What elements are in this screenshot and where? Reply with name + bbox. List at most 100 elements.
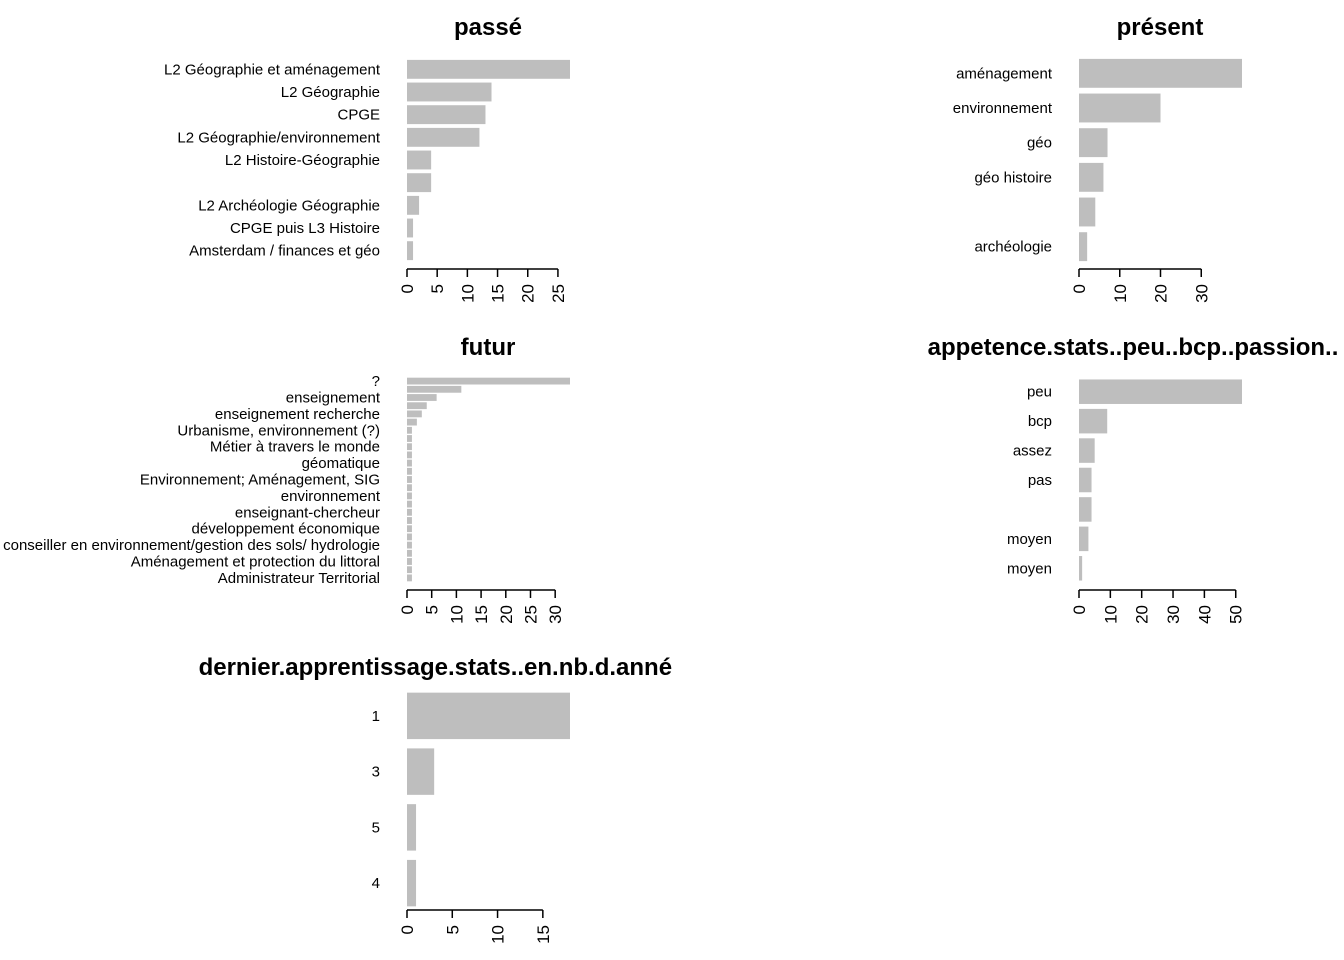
bar-2-15 — [407, 500, 412, 508]
bar-4-2 — [407, 804, 417, 851]
x-tick-label-0-5: 25 — [549, 284, 568, 303]
bar-2-17 — [407, 517, 412, 524]
chart-title-4: dernier.apprentissage.stats..en.nb.d.ann… — [199, 654, 706, 681]
bar-2-12 — [407, 476, 412, 483]
bar-0-2 — [407, 105, 486, 125]
category-label-2-10: géomatique — [302, 455, 380, 472]
category-label-2-18: développement économique — [192, 521, 380, 538]
bar-3-0 — [1079, 379, 1242, 404]
category-label-3-0: peu — [1027, 384, 1052, 401]
bar-2-1 — [407, 385, 462, 393]
x-tick-label-4-2: 10 — [489, 925, 508, 944]
category-label-1-5: archéologie — [974, 239, 1052, 256]
bar-2-4 — [407, 410, 422, 418]
bar-2-3 — [407, 402, 427, 410]
bar-0-3 — [407, 127, 480, 147]
x-tick-label-2-0: 0 — [398, 605, 417, 614]
bar-0-6 — [407, 195, 420, 215]
category-label-3-1: bcp — [1028, 413, 1052, 430]
bar-3-2 — [1079, 438, 1095, 463]
x-tick-label-3-4: 40 — [1195, 605, 1214, 624]
category-label-0-3: L2 Géographie/environnement — [177, 129, 380, 146]
category-label-0-4: L2 Histoire-Géographie — [225, 152, 380, 169]
x-tick-label-3-2: 20 — [1133, 605, 1152, 624]
category-label-2-2: enseignement — [286, 390, 381, 407]
bar-4-1 — [407, 748, 435, 795]
bar-2-2 — [407, 394, 437, 401]
bar-2-16 — [407, 508, 412, 516]
bar-0-4 — [407, 150, 432, 170]
bar-2-22 — [407, 558, 412, 565]
category-label-3-2: assez — [1013, 443, 1052, 460]
x-tick-label-2-2: 10 — [447, 605, 466, 624]
category-label-1-3: géo histoire — [974, 169, 1052, 186]
x-tick-label-0-3: 15 — [489, 284, 508, 303]
bar-2-8 — [407, 443, 412, 451]
category-label-0-0: L2 Géographie et aménagement — [164, 61, 381, 78]
bar-1-3 — [1079, 162, 1104, 192]
bar-3-4 — [1079, 497, 1092, 522]
bar-3-1 — [1079, 408, 1108, 434]
bar-2-0 — [407, 377, 570, 385]
bar-2-9 — [407, 451, 412, 459]
x-tick-label-2-1: 5 — [423, 605, 442, 614]
category-label-2-14: environnement — [281, 488, 381, 505]
bar-2-10 — [407, 459, 412, 467]
bar-3-6 — [1079, 556, 1083, 581]
x-tick-label-4-0: 0 — [398, 925, 417, 934]
x-tick-label-3-5: 50 — [1227, 605, 1246, 624]
bar-0-5 — [407, 173, 432, 193]
x-tick-label-2-3: 15 — [472, 605, 491, 624]
bar-2-23 — [407, 566, 412, 574]
category-label-1-2: géo — [1027, 135, 1052, 152]
x-tick-label-0-2: 10 — [458, 284, 477, 303]
bar-0-1 — [407, 82, 492, 102]
category-label-2-20: conseiller en environnement/gestion des … — [3, 537, 380, 554]
bar-1-2 — [1079, 128, 1108, 158]
chart-title-1: présent — [1117, 14, 1204, 41]
bar-0-8 — [407, 241, 414, 261]
bar-2-14 — [407, 492, 412, 500]
bar-0-0 — [407, 59, 570, 79]
x-tick-label-3-3: 30 — [1164, 605, 1183, 624]
category-label-3-5: moyen — [1007, 531, 1052, 548]
category-label-2-6: Urbanisme, environnement (?) — [177, 422, 380, 439]
category-label-2-0: ? — [372, 373, 380, 390]
x-tick-label-4-1: 5 — [443, 925, 462, 934]
x-tick-label-1-2: 20 — [1152, 284, 1171, 303]
category-label-1-1: environnement — [953, 100, 1053, 117]
category-label-0-7: CPGE puis L3 Histoire — [230, 220, 380, 237]
x-tick-label-0-4: 20 — [519, 284, 538, 303]
bar-2-7 — [407, 435, 412, 442]
bar-2-20 — [407, 541, 412, 549]
bar-1-4 — [1079, 197, 1096, 227]
chart-title-0: passé — [454, 14, 522, 41]
x-tick-label-2-6: 30 — [546, 605, 565, 624]
x-tick-label-2-4: 20 — [497, 605, 516, 624]
category-label-3-3: pas — [1028, 472, 1052, 489]
bar-2-19 — [407, 533, 412, 541]
bar-2-13 — [407, 484, 412, 492]
bar-1-0 — [1079, 58, 1242, 88]
bar-2-18 — [407, 525, 412, 533]
category-label-3-6: moyen — [1007, 560, 1052, 577]
category-label-0-2: CPGE — [337, 107, 380, 124]
bar-2-21 — [407, 549, 412, 557]
category-label-2-4: enseignement recherche — [215, 406, 380, 423]
bar-1-1 — [1079, 93, 1161, 123]
category-label-2-24: Administrateur Territorial — [218, 570, 380, 587]
category-label-4-0: 1 — [372, 708, 380, 725]
category-label-2-12: Environnement; Aménagement, SIG — [140, 472, 380, 489]
bar-2-24 — [407, 574, 412, 582]
x-tick-label-1-3: 30 — [1192, 284, 1211, 303]
bar-1-5 — [1079, 232, 1088, 262]
bar-3-3 — [1079, 467, 1092, 493]
category-label-4-3: 4 — [372, 875, 380, 892]
x-tick-label-0-0: 0 — [398, 284, 417, 293]
bar-2-5 — [407, 418, 417, 426]
category-label-0-6: L2 Archéologie Géographie — [198, 197, 380, 214]
bar-0-7 — [407, 218, 414, 238]
x-tick-label-4-3: 15 — [534, 925, 553, 944]
x-tick-label-3-1: 10 — [1101, 605, 1120, 624]
